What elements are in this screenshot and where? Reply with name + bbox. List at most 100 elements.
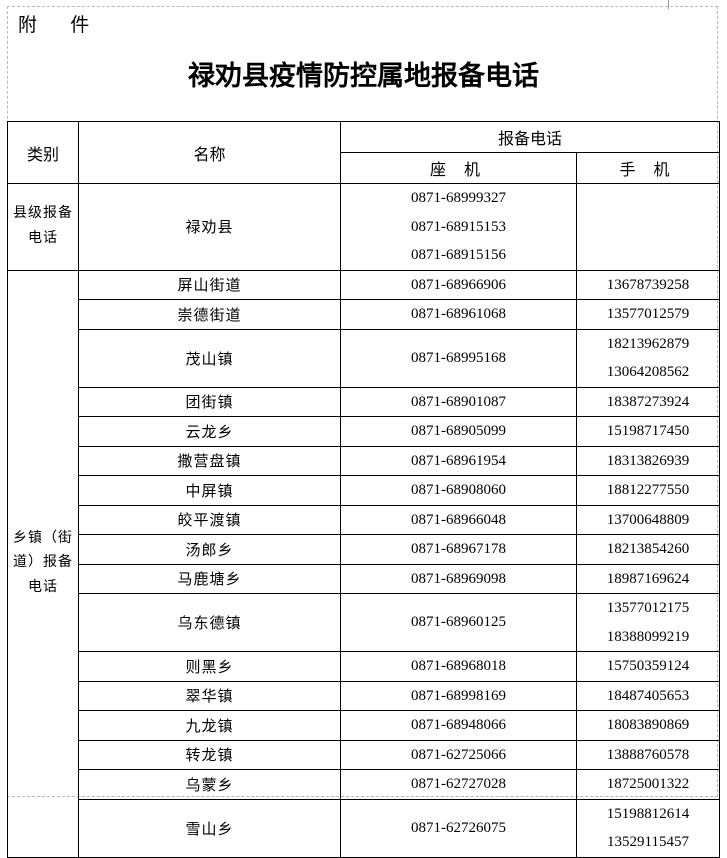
header-mobile: 手 机 (575, 152, 721, 184)
category-cell: 县级报备电话 (7, 183, 79, 271)
phone-number: 13064208562 (606, 364, 690, 380)
mobile-cell: 13577012579 (575, 299, 721, 330)
table-row: 撒营盘镇 0871-68961954 18313826939 (8, 445, 721, 476)
phone-number: 18812277550 (606, 482, 690, 498)
phone-number: 13700648809 (606, 511, 690, 528)
mobile-cell: 15198717450 (575, 416, 721, 447)
phone-number: 18213962879 (606, 335, 690, 352)
attachment-label: 附 件 (18, 15, 104, 36)
phone-number: 15750359124 (606, 658, 690, 674)
place-name-cell: 汤郎乡 (78, 534, 341, 565)
place-name-cell: 马鹿塘乡 (78, 563, 341, 594)
phone-number: 18313826939 (606, 452, 690, 469)
phone-number: 0871-68915156 (411, 247, 506, 263)
table-row: 团街镇 0871-68901087 18387273924 (8, 386, 721, 417)
header-phone-group: 报备电话 (339, 121, 721, 153)
mobile-cell: 13700648809 (575, 504, 721, 535)
phone-number: 0871-68961954 (411, 452, 506, 469)
mobile-cell: 13888760578 (575, 739, 721, 770)
table-row: 翠华镇 0871-68998169 18487405653 (8, 680, 721, 711)
table-row: 雪山乡 0871-62726075 15198812614 13529115457 (8, 798, 721, 858)
phone-number: 13678739258 (606, 276, 690, 293)
place-name-cell: 翠华镇 (78, 680, 341, 711)
table-header-row-1: 类别 名称 报备电话 (7, 121, 721, 184)
mobile-cell: 18313826939 (575, 445, 721, 476)
place-name-cell: 则黑乡 (78, 651, 341, 682)
landline-cell: 0871-62725066 (340, 739, 577, 770)
phone-number: 0871-68901087 (411, 393, 506, 410)
landline-cell: 0871-68966906 (340, 269, 577, 300)
table-row: 茂山镇 0871-68995168 18213962879 13064208562 (8, 328, 721, 388)
table-row: 县级报备电话 禄劝县 0871-68999327 0871-68915153 0871-… (7, 183, 721, 271)
table-row: 崇德街道 0871-68961068 13577012579 (8, 299, 721, 330)
place-name-cell: 九龙镇 (78, 710, 341, 741)
place-name-cell: 乌蒙乡 (78, 769, 341, 800)
mobile-cell: 18387273924 (575, 386, 721, 417)
landline-cell: 0871-68961954 (340, 445, 577, 476)
phone-number: 0871-68968018 (411, 658, 506, 674)
phone-number: 0871-68966906 (411, 276, 506, 293)
phone-number: 18083890869 (606, 717, 690, 733)
phone-number: 0871-68960125 (411, 614, 506, 631)
mobile-cell: 13577012175 18388099219 (575, 593, 721, 652)
place-name-cell: 云龙乡 (78, 416, 341, 447)
phone-number: 0871-68966048 (411, 511, 506, 528)
table-row: 则黑乡 0871-68968018 15750359124 (8, 651, 721, 682)
phone-table-container: 类别 名称 报备电话 座 机 手 机 县级报备电话 禄劝县 0871-6899932… (7, 121, 721, 858)
phone-number: 18387273924 (606, 393, 690, 410)
phone-number: 18388099219 (606, 628, 690, 645)
phone-number: 18213854260 (606, 541, 690, 557)
place-name-cell: 茂山镇 (78, 328, 341, 388)
landline-cell: 0871-68966048 (340, 504, 577, 535)
place-name-cell: 乌东德镇 (78, 593, 341, 652)
table-row: 中屏镇 0871-68908060 18812277550 (8, 475, 721, 506)
table-row: 皎平渡镇 0871-68966048 13700648809 (8, 504, 721, 535)
phone-number: 0871-68969098 (411, 570, 506, 587)
mobile-cell: 18083890869 (575, 710, 721, 741)
phone-number: 0871-68905099 (411, 423, 506, 439)
place-name-cell: 中屏镇 (78, 475, 341, 506)
table-row: 马鹿塘乡 0871-68969098 18987169624 (8, 563, 721, 594)
phone-number: 0871-68999327 (411, 190, 506, 206)
landline-cell: 0871-62726075 (340, 798, 577, 858)
landline-cell: 0871-68908060 (340, 475, 577, 506)
landline-cell: 0871-68998169 (340, 680, 577, 711)
landline-cell: 0871-68901087 (340, 386, 577, 417)
phone-number: 13577012579 (606, 306, 690, 322)
mobile-cell: 18725001322 (575, 769, 721, 800)
phone-number: 0871-68961068 (411, 306, 506, 322)
landline-cell: 0871-68969098 (340, 563, 577, 594)
landline-cell: 0871-68968018 (340, 651, 577, 682)
mobile-cell: 18812277550 (575, 475, 721, 506)
phone-number: 0871-68967178 (411, 541, 506, 557)
phone-number: 13577012175 (606, 600, 690, 616)
landline-cell: 0871-68960125 (340, 593, 577, 652)
mobile-cell: 13678739258 (575, 269, 721, 300)
landline-cell: 0871-68999327 0871-68915153 0871-68915156 (340, 183, 577, 271)
phone-number: 18987169624 (606, 570, 690, 587)
landline-cell: 0871-68961068 (340, 299, 577, 330)
landline-cell: 0871-62727028 (340, 769, 577, 800)
phone-number: 0871-68908060 (411, 482, 506, 498)
header-name: 名称 (78, 121, 341, 184)
landline-cell: 0871-68967178 (340, 534, 577, 565)
page-title: 禄劝县疫情防控属地报备电话 (188, 61, 539, 91)
mobile-cell: 15750359124 (575, 651, 721, 682)
page-margin-tick (668, 0, 669, 9)
category-cell: 乡镇（街道）报备电话 (7, 269, 79, 858)
phone-number: 0871-68995168 (411, 349, 506, 366)
phone-number: 0871-62726075 (411, 819, 506, 836)
phone-table: 类别 名称 报备电话 座 机 手 机 县级报备电话 禄劝县 0871-6899932… (7, 121, 721, 858)
header-category: 类别 (7, 121, 79, 184)
landline-cell: 0871-68948066 (340, 710, 577, 741)
place-name-cell: 团街镇 (78, 386, 341, 417)
phone-number: 15198812614 (606, 805, 690, 822)
phone-number: 13888760578 (606, 746, 690, 763)
place-name-cell: 皎平渡镇 (78, 504, 341, 535)
phone-number: 0871-62727028 (411, 776, 506, 792)
mobile-cell: 18213962879 13064208562 (575, 328, 721, 388)
phone-number: 15198717450 (606, 423, 690, 439)
mobile-cell: 18987169624 (575, 563, 721, 594)
table-row: 九龙镇 0871-68948066 18083890869 (8, 710, 721, 741)
landline-cell: 0871-68905099 (340, 416, 577, 447)
